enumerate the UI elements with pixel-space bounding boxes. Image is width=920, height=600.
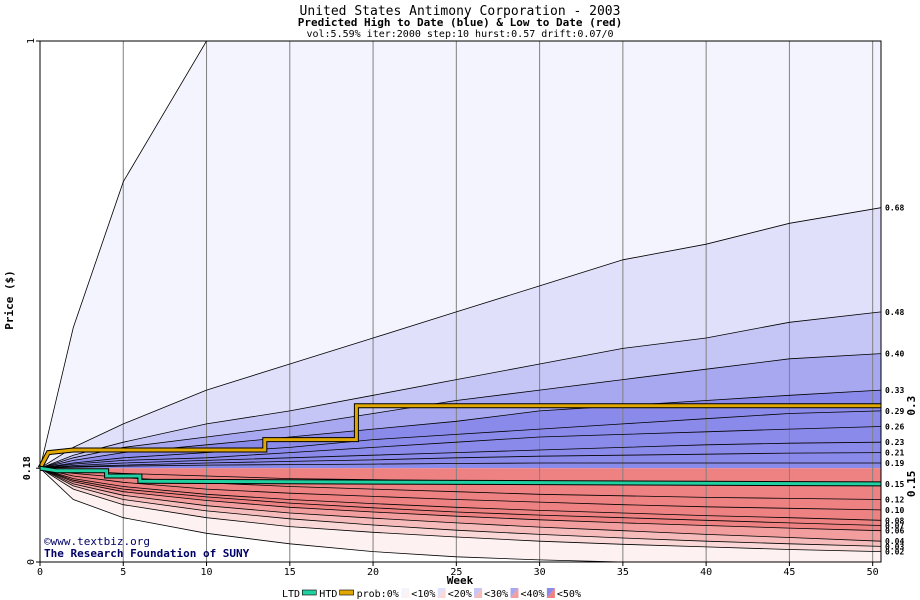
band-end-label: 0.40 bbox=[885, 350, 904, 359]
red-band bbox=[40, 468, 881, 484]
current-price-label: 0.18 bbox=[22, 456, 33, 480]
red-contour-line bbox=[39, 467, 882, 547]
x-tick-label: 40 bbox=[700, 567, 712, 578]
blue-band bbox=[40, 426, 881, 469]
x-tick-label: 50 bbox=[867, 567, 879, 578]
ltd-end-label: 0.15 bbox=[905, 471, 918, 498]
red-contour-line bbox=[39, 467, 882, 511]
chart-subtitle: Predicted High to Date (blue) & Low to D… bbox=[298, 16, 623, 29]
x-tick-label: 10 bbox=[201, 567, 213, 578]
blue-contour-line bbox=[39, 452, 882, 469]
band-end-label: 0.26 bbox=[885, 423, 904, 432]
x-tick-label: 25 bbox=[450, 567, 462, 578]
htd-line bbox=[38, 404, 881, 469]
legend-ltd-swatch bbox=[301, 589, 317, 596]
week-gridlines bbox=[122, 41, 874, 562]
chart-title: United States Antimony Corporation - 200… bbox=[300, 4, 621, 19]
legend-red-swatch bbox=[546, 588, 555, 598]
x-tick-label: 45 bbox=[783, 567, 795, 578]
red-band bbox=[40, 468, 881, 521]
band-end-label: 0.02 bbox=[885, 548, 904, 557]
red-contour-line bbox=[39, 467, 882, 526]
ltd-line bbox=[39, 466, 882, 486]
band-end-labels: 0.680.480.400.330.290.260.230.210.190.15… bbox=[885, 204, 918, 557]
blue-band bbox=[40, 452, 881, 469]
x-tick-label: 35 bbox=[617, 567, 629, 578]
red-contour-line bbox=[39, 467, 882, 521]
plot-frame bbox=[39, 40, 882, 563]
band-end-label: 0.23 bbox=[885, 438, 904, 447]
blue-contour-line bbox=[39, 207, 882, 469]
blue-contour-line bbox=[39, 410, 882, 469]
band-end-label: 0.08 bbox=[885, 516, 904, 525]
legend-red-swatch bbox=[401, 588, 410, 598]
band-end-label: 0.15 bbox=[885, 480, 904, 489]
legend-red-swatch bbox=[437, 588, 446, 598]
red-band bbox=[40, 468, 881, 542]
credit-organization: The Research Foundation of SUNY bbox=[44, 547, 250, 560]
blue-band bbox=[40, 442, 881, 469]
blue-contour-line bbox=[39, 426, 882, 469]
x-tick-label: 15 bbox=[284, 567, 296, 578]
chart-parameters: vol:5.59% iter:2000 step:10 hurst:0.57 d… bbox=[306, 29, 613, 40]
band-end-label: 0.07 bbox=[885, 522, 904, 531]
band-end-label: 0.29 bbox=[885, 407, 904, 416]
red-contour-line bbox=[39, 467, 882, 532]
band-end-label: 0.12 bbox=[885, 495, 904, 504]
legend-prob-label: prob:0% bbox=[357, 589, 399, 600]
x-axis-label: Week bbox=[447, 574, 474, 587]
legend-red-swatch bbox=[474, 588, 483, 598]
y-tick-label: 1 bbox=[26, 38, 37, 44]
x-tick-label: 0 bbox=[37, 567, 43, 578]
red-contour-line bbox=[39, 467, 882, 542]
to-date-paths bbox=[37, 403, 882, 487]
blue-band bbox=[40, 311, 881, 469]
credit-website: ©www.textbiz.org bbox=[44, 535, 150, 548]
red-band bbox=[40, 468, 881, 531]
legend-bin-label: <30% bbox=[484, 589, 508, 600]
blue-contour-line bbox=[39, 441, 882, 469]
blue-band bbox=[40, 41, 881, 469]
band-end-label: 0.48 bbox=[885, 308, 904, 317]
legend-bin-label: <10% bbox=[411, 589, 435, 600]
legend-htd-swatch bbox=[339, 589, 354, 596]
legend-bin-label: <20% bbox=[448, 589, 472, 600]
band-end-label: 0.33 bbox=[885, 386, 904, 395]
blue-band bbox=[40, 353, 881, 469]
band-end-label: 0.10 bbox=[885, 506, 904, 515]
band-end-label: 0.19 bbox=[885, 459, 904, 468]
legend-bin-label: <40% bbox=[521, 589, 545, 600]
legend-red-swatch bbox=[510, 588, 519, 598]
legend-bin-label: <50% bbox=[557, 589, 581, 600]
band-end-label: 0.21 bbox=[885, 449, 904, 458]
blue-band bbox=[40, 207, 881, 469]
legend: LTD HTD prob:0% <10% <20% <30% <40% <50% bbox=[282, 588, 581, 600]
red-band bbox=[40, 468, 881, 552]
htd-end-label: 0.3 bbox=[905, 396, 918, 416]
blue-contour-line bbox=[39, 462, 881, 469]
y-axis-ticks: 010.18 bbox=[22, 38, 40, 565]
blue-band bbox=[40, 410, 881, 469]
x-tick-label: 20 bbox=[367, 567, 379, 578]
band-end-label: 0.04 bbox=[885, 537, 904, 546]
legend-htd-label: HTD bbox=[319, 589, 337, 600]
band-end-label: 0.06 bbox=[885, 527, 904, 536]
blue-contour-line bbox=[39, 389, 882, 469]
red-band bbox=[40, 468, 881, 510]
blue-contour-line bbox=[39, 311, 882, 469]
y-tick-label: 0 bbox=[26, 559, 37, 565]
band-end-label: 0.03 bbox=[885, 542, 904, 551]
red-contour-line bbox=[39, 467, 882, 552]
band-end-label: 0.68 bbox=[885, 204, 904, 213]
blue-band bbox=[40, 463, 881, 469]
x-axis-ticks: 0 5 10 15 20 25 30 35 40 45 50 bbox=[37, 562, 879, 578]
legend-ltd-label: LTD bbox=[282, 589, 300, 600]
red-band bbox=[40, 468, 881, 547]
x-tick-label: 30 bbox=[534, 567, 546, 578]
y-axis-label: Price ($) bbox=[3, 270, 16, 330]
x-tick-label: 5 bbox=[120, 567, 126, 578]
